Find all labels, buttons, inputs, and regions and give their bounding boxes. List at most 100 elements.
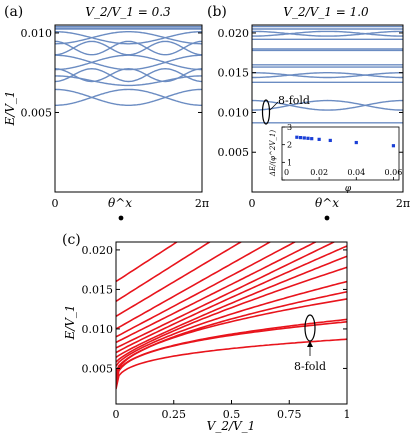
y-tick-label-1: 0.010 — [82, 323, 114, 336]
panel-a-y-ticks: 0.005 0.010 — [21, 27, 202, 119]
level-curve-5 — [116, 280, 347, 367]
inset-x-tick-label-1: 0.02 — [310, 168, 328, 177]
inset-x-tick-label-3: 0.06 — [385, 168, 403, 177]
panel-a: (a) V_2/V_1 = 0.3 0.005 0.010 0 2π θ^x E/… — [3, 4, 209, 221]
inset-point-5 — [317, 137, 321, 141]
panel-b-x-label: θ^x — [315, 196, 339, 210]
panel-a-y-label: E/V_1 — [3, 90, 17, 126]
panel-b-8fold-ellipse — [261, 99, 271, 125]
y-tick-label-3: 0.020 — [218, 27, 250, 40]
panel-a-label: (a) — [4, 4, 23, 20]
panel-c-8fold-ellipse — [304, 314, 316, 342]
level-curve-14 — [116, 242, 212, 302]
inset-point-4 — [310, 137, 314, 141]
inset-y-tick-label-1: 1 — [287, 158, 292, 167]
band-line-3 — [55, 31, 202, 45]
panel-a-x-tick-2pi: 2π — [195, 197, 209, 210]
inset-points — [295, 135, 396, 148]
panel-c-y-ticks: 0.005 0.010 0.015 0.020 — [82, 244, 347, 375]
level-curve-8 — [116, 245, 347, 354]
x-tick-label-0: 0 — [113, 408, 120, 421]
level-curve-6 — [116, 266, 347, 363]
panel-b-inset: 0 0.02 0.04 0.06 1 2 3 φ ΔE/(φ^2V_1) — [269, 123, 402, 194]
band-line-10 — [252, 71, 403, 79]
y-tick-label-3: 0.020 — [82, 244, 114, 257]
panel-c-8fold-arrowhead — [307, 341, 313, 347]
y-tick-label-2: 0.015 — [82, 283, 114, 296]
inset-x-tick-label-0: 0 — [284, 168, 289, 177]
y-tick-label-1: 0.010 — [218, 106, 250, 119]
level-curve-4 — [116, 291, 347, 372]
inset-y-tick-label-2: 2 — [287, 141, 292, 150]
band-line-13 — [55, 88, 202, 107]
band-line-13 — [252, 99, 403, 111]
panel-b-theta-marker — [324, 215, 330, 221]
x-tick-label-4: 1 — [344, 408, 351, 421]
x-tick-label-3: 0.75 — [277, 408, 302, 421]
panel-b-label: (b) — [207, 4, 227, 20]
band-line-3 — [252, 30, 403, 37]
panel-a-x-label: θ^x — [108, 196, 132, 210]
inset-point-7 — [354, 140, 358, 145]
level-curve-13 — [116, 242, 243, 317]
level-curve-0 — [116, 338, 347, 390]
panel-a-x-tick-0: 0 — [52, 197, 59, 210]
panel-b-title: V_2/V_1 = 1.0 — [283, 5, 369, 19]
panel-c-8fold-label: 8-fold — [294, 360, 326, 373]
panel-b-8fold-leader — [269, 101, 279, 111]
inset-point-8 — [391, 144, 396, 148]
panel-c-label: (c) — [62, 232, 81, 248]
band-line-9 — [55, 67, 202, 83]
y-tick-label-0: 0.005 — [82, 362, 114, 375]
y-tick-label-1: 0.010 — [21, 27, 53, 40]
panel-c-curves — [116, 242, 347, 390]
band-line-5 — [55, 40, 202, 56]
panel-c-x-ticks: 0 0.25 0.5 0.75 1 — [113, 400, 351, 421]
x-tick-label-2: 0.5 — [223, 408, 241, 421]
level-curve-15 — [116, 242, 179, 283]
inset-ticks: 0 0.02 0.04 0.06 1 2 3 — [281, 123, 403, 181]
band-line-2 — [252, 30, 403, 37]
band-line-4 — [55, 31, 202, 45]
inset-x-label: φ — [345, 184, 352, 194]
panel-a-frame — [54, 24, 203, 193]
inset-y-tick-label-3: 3 — [287, 123, 292, 132]
panel-a-title: V_2/V_1 = 0.3 — [85, 5, 171, 19]
band-line-7 — [55, 54, 202, 71]
band-line-10 — [55, 67, 202, 83]
panel-c-y-label: E/V_1 — [63, 304, 77, 340]
inset-point-3 — [306, 136, 310, 140]
level-curve-12 — [116, 242, 272, 330]
level-curve-10 — [116, 242, 318, 344]
panel-b-y-ticks: 0.005 0.010 0.015 0.020 — [218, 27, 403, 159]
inset-point-0 — [295, 135, 299, 139]
level-curve-2 — [116, 318, 347, 381]
panel-b-8fold-label: 8-fold — [278, 94, 310, 107]
panel-b-frame — [251, 24, 404, 193]
inset-frame — [281, 126, 400, 181]
band-line-12 — [55, 88, 202, 107]
x-tick-label-1: 0.25 — [162, 408, 187, 421]
level-curve-7 — [116, 255, 347, 359]
inset-y-label: ΔE/(φ^2V_1) — [269, 130, 277, 177]
panel-c: (c) 0.005 0.010 0.015 0.020 0 0.25 0.5 0.75 1 V… — [62, 232, 351, 433]
band-line-11 — [55, 75, 202, 87]
inset-x-tick-label-2: 0.04 — [347, 168, 365, 177]
panel-b-x-tick-0: 0 — [249, 197, 256, 210]
panel-c-x-label: V_2/V_1 — [207, 419, 256, 433]
band-line-8 — [55, 54, 202, 71]
y-tick-label-0: 0.005 — [21, 106, 53, 119]
band-line-9 — [252, 71, 403, 79]
panel-b-bands — [252, 25, 403, 124]
inset-point-2 — [302, 136, 306, 140]
panel-b-x-tick-2pi: 2π — [396, 197, 410, 210]
inset-point-1 — [298, 136, 303, 140]
panel-a-bands — [55, 25, 202, 107]
y-tick-label-2: 0.015 — [218, 67, 250, 80]
panel-a-theta-marker — [118, 215, 124, 221]
y-tick-label-0: 0.005 — [218, 146, 250, 159]
level-curve-9 — [116, 242, 336, 349]
inset-point-6 — [328, 138, 332, 143]
